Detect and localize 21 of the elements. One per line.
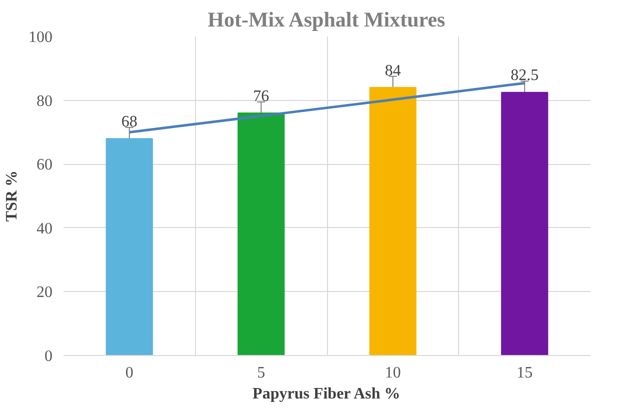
y-tick-label: 40 bbox=[36, 220, 52, 238]
bar bbox=[369, 87, 416, 356]
y-tick-label: 80 bbox=[36, 92, 52, 110]
x-axis-title: Papyrus Fiber Ash % bbox=[252, 386, 400, 402]
bar bbox=[238, 112, 285, 356]
y-axis-title: TSR % bbox=[4, 170, 20, 222]
chart-title: Hot-Mix Asphalt Mixtures bbox=[208, 8, 446, 32]
bar bbox=[106, 138, 153, 356]
data-label: 82.5 bbox=[510, 67, 539, 84]
y-tick-label: 100 bbox=[28, 29, 52, 46]
y-tick-label: 60 bbox=[36, 156, 52, 174]
data-label: 84 bbox=[384, 62, 401, 80]
data-label: 68 bbox=[121, 113, 138, 130]
x-tick-label: 10 bbox=[384, 364, 401, 382]
x-tick-label: 0 bbox=[125, 364, 134, 382]
data-label: 76 bbox=[253, 88, 270, 105]
x-tick-label: 15 bbox=[516, 364, 533, 382]
bar bbox=[501, 92, 548, 356]
y-tick-label: 20 bbox=[36, 284, 52, 302]
y-tick-label: 0 bbox=[44, 348, 52, 365]
x-tick-label: 5 bbox=[257, 364, 266, 382]
